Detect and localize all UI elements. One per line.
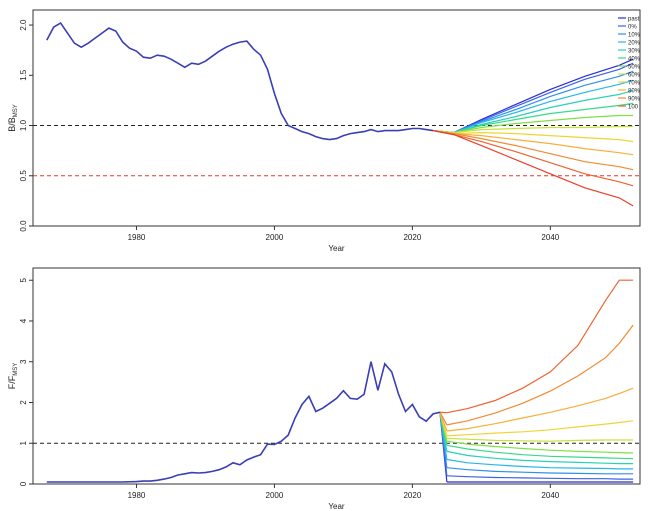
projection-line (446, 440, 634, 454)
x-axis-label: Year (328, 244, 345, 253)
x-tick-label: 1980 (128, 233, 146, 242)
legend-label: 100 (628, 105, 639, 111)
y-axis-label: B/BMSY (7, 104, 19, 132)
legend-label: 80% (628, 89, 641, 95)
projection-line (433, 79, 634, 134)
legend-label: 70% (628, 81, 641, 87)
x-tick-label: 2000 (266, 491, 284, 500)
history-line (46, 22, 434, 141)
x-tick-label: 1980 (128, 491, 146, 500)
biomass-panel: 1980 2000 2020 2040 0.0 0.5 1.0 1.5 2.0 Year B/BMS… (7, 9, 641, 253)
y-tick-label: 5 (19, 277, 28, 282)
projection-drop-line (439, 411, 448, 426)
projection-line (446, 279, 634, 414)
y-tick-label: 1.5 (19, 69, 28, 81)
projection-line (432, 130, 634, 207)
projection-line (446, 437, 634, 442)
y-tick-label: 2.0 (19, 19, 28, 31)
x-tick-label: 2040 (541, 233, 559, 242)
y-tick-label: 4 (19, 318, 28, 323)
plot-frame (32, 267, 641, 485)
projection-line (446, 475, 634, 480)
projection-line (433, 130, 634, 143)
history-line (46, 361, 441, 483)
projection-line (446, 387, 634, 432)
projection-line (446, 458, 634, 470)
y-tick-label: 2 (19, 400, 28, 405)
y-tick-label: 0.0 (19, 220, 28, 232)
x-tick-label: 2040 (541, 491, 559, 500)
projection-line (446, 420, 634, 437)
y-tick-label: 0 (19, 481, 28, 486)
projection-line (433, 70, 634, 134)
y-tick-label: 1.0 (19, 119, 28, 131)
y-tick-label: 1 (19, 440, 28, 445)
projection-line (446, 450, 634, 465)
projection-line (446, 444, 634, 460)
y-tick-label: 0.5 (19, 170, 28, 182)
projection-line (432, 130, 634, 187)
x-tick-label: 2000 (266, 233, 284, 242)
projection-line (446, 467, 634, 475)
legend-label: 90% (628, 97, 641, 103)
x-tick-label: 2020 (403, 233, 421, 242)
projection-line (433, 130, 634, 171)
legend-label: 40% (628, 57, 641, 63)
legend-label: 0% (628, 25, 637, 31)
legend-label: past (628, 17, 640, 23)
fishing-mortality-panel: 1980 2000 2020 2040 0 1 2 3 4 5 Year F/FMSY (7, 267, 641, 511)
projection-line (433, 125, 634, 134)
x-tick-label: 2020 (403, 491, 421, 500)
y-axis-label: F/FMSY (7, 363, 19, 390)
y-tick-label: 3 (19, 359, 28, 364)
legend-label: 10% (628, 33, 641, 39)
legend-label: 30% (628, 49, 641, 55)
legend-label: 60% (628, 73, 641, 79)
legend-label: 20% (628, 41, 641, 47)
projection-line (446, 324, 634, 426)
legend: past 0% 10% 20% 30% 40% 50% 60% 70% 80% 90% 100 (618, 17, 641, 111)
plot-frame (32, 9, 641, 227)
x-axis-label: Year (328, 502, 345, 511)
legend-label: 50% (628, 65, 641, 71)
